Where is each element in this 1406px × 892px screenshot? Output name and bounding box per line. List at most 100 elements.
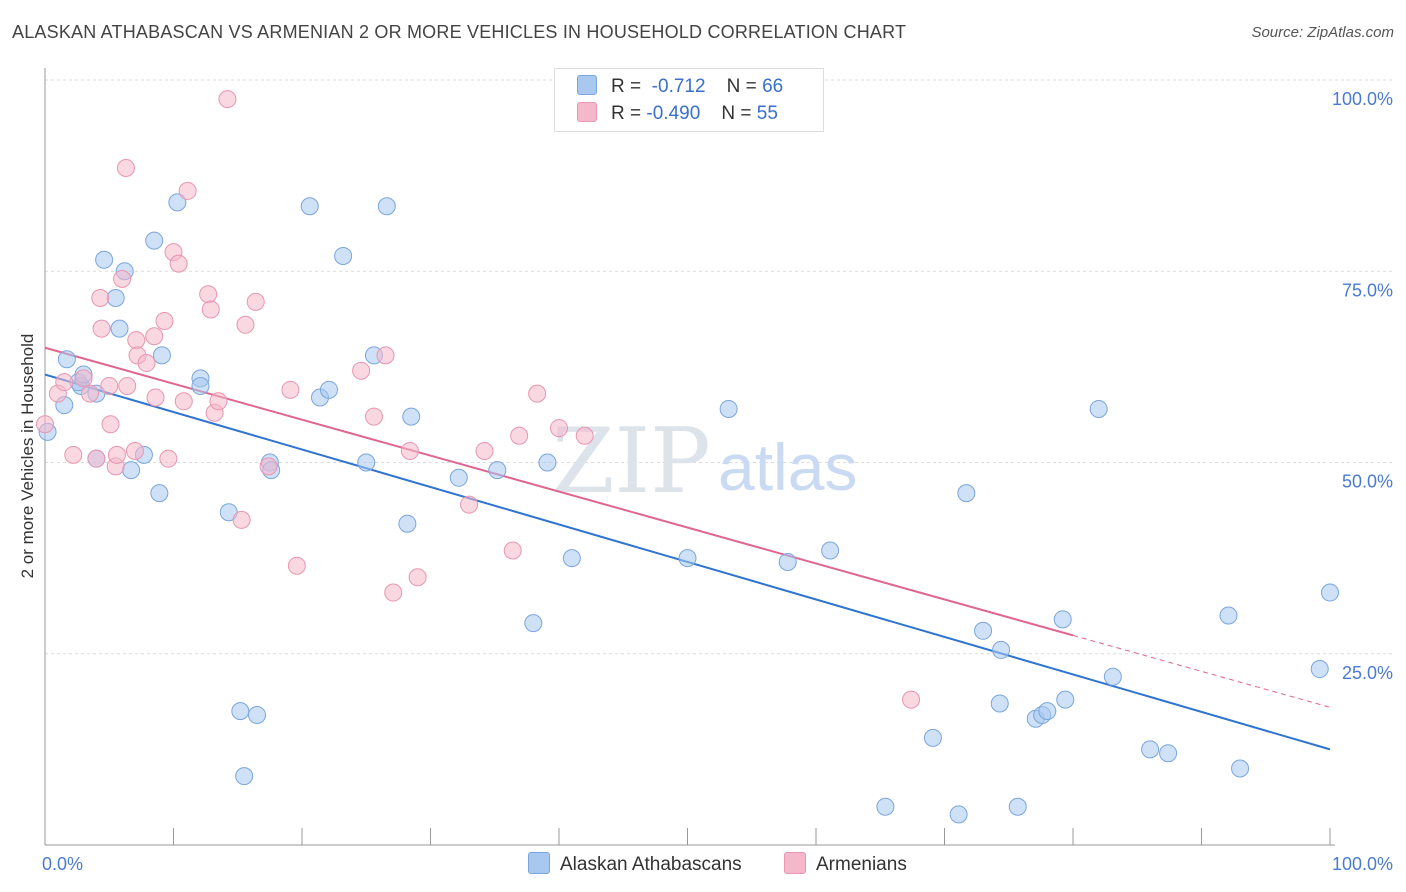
watermark-atlas: atlas <box>718 430 857 504</box>
athabascan-point <box>191 377 210 395</box>
legend-n-value: 55 <box>756 103 778 124</box>
athabascan-point <box>319 380 338 399</box>
armenian-point <box>87 449 106 468</box>
armenian-point <box>92 319 111 338</box>
armenian-point <box>460 495 479 514</box>
armenian-point <box>475 442 494 461</box>
athabascan-point <box>1089 399 1108 418</box>
athabascan-point <box>168 193 187 212</box>
armenian-point <box>408 568 427 587</box>
athabascan-point <box>231 702 250 721</box>
armenian-point <box>113 269 132 288</box>
armenian-point <box>125 442 144 461</box>
legend-r-value: -0.712 <box>651 76 706 97</box>
watermark: ZIP atlas <box>552 409 857 514</box>
armenian-point <box>55 373 74 392</box>
athabascan-point <box>1219 606 1238 625</box>
armenian-point <box>146 388 165 407</box>
athabascan-point <box>923 728 942 747</box>
y-tick-label: 50.0% <box>1342 472 1393 492</box>
legend-n-label: N = <box>721 103 752 124</box>
legend-row-athabascan: R = -0.712 N = 66 <box>577 75 783 101</box>
athabascan-point <box>150 484 169 503</box>
armenian-point <box>36 415 54 434</box>
athabascan-point <box>538 453 557 472</box>
armenian-point <box>169 254 188 273</box>
bottom-legend-label-athabascan: Alaskan Athabascans <box>560 854 742 875</box>
armenian-point <box>101 415 120 434</box>
armenian-point <box>528 384 547 403</box>
athabascan-point <box>821 541 840 560</box>
athabascan-point <box>248 705 267 724</box>
armenian-point <box>232 510 251 529</box>
armenian-point <box>218 90 237 109</box>
athabascan-point <box>974 621 993 640</box>
athabascan-point <box>300 197 319 216</box>
armenian-point <box>364 407 383 426</box>
athabascan-point <box>110 319 129 338</box>
armenian-point <box>127 331 146 350</box>
legend-swatch-armenian <box>577 102 597 122</box>
legend-n-value: 66 <box>762 76 784 97</box>
athabascan-point <box>1310 660 1329 679</box>
tick-labels: 25.0% 50.0% 75.0% 100.0% 0.0% 100.0% <box>42 89 1393 874</box>
athabascan-point <box>398 514 417 533</box>
legend-r-label: R = <box>611 76 642 97</box>
armenian-point <box>352 361 371 380</box>
chart-title: ALASKAN ATHABASCAN VS ARMENIAN 2 OR MORE… <box>12 22 907 42</box>
armenian-point <box>510 426 529 445</box>
armenian-point <box>137 354 156 373</box>
armenian-point <box>384 583 403 602</box>
athabascan-point <box>949 805 968 824</box>
athabascan-point <box>524 614 543 633</box>
athabascan-point <box>876 797 895 816</box>
y-axis-label: 2 or more Vehicles in Household <box>18 334 37 579</box>
athabascan-point <box>122 461 141 480</box>
athabascan-point <box>1159 744 1178 763</box>
bottom-legend-athabascan: Alaskan Athabascans <box>528 852 742 876</box>
athabascan-point <box>1056 690 1075 709</box>
armenian-point <box>118 377 137 395</box>
athabascan-point <box>1231 759 1250 778</box>
watermark-zip: ZIP <box>552 409 711 514</box>
legend-row-armenian: R = -0.490 N = 55 <box>577 102 778 128</box>
athabascan-point <box>235 767 254 786</box>
athabascan-point <box>334 246 353 265</box>
athabascan-point <box>1038 702 1057 721</box>
armenian-point <box>236 315 255 334</box>
armenian-point <box>91 289 110 308</box>
armenian-point <box>107 445 126 464</box>
armenian-point <box>159 449 178 468</box>
correlation-legend: R = -0.712 N = 66 R = -0.490 N = 55 <box>554 68 824 132</box>
x-tick-label: 0.0% <box>42 854 83 874</box>
armenian-point <box>287 556 306 575</box>
axes <box>44 68 1335 846</box>
armenian-point <box>376 346 395 365</box>
y-tick-label: 100.0% <box>1332 89 1393 109</box>
athabascan-point <box>1141 740 1160 759</box>
legend-n-label: N = <box>726 76 757 97</box>
athabascan-point <box>1103 667 1122 686</box>
bottom-legend-armenian: Armenians <box>784 852 907 876</box>
athabascan-point <box>992 640 1011 659</box>
athabascan-point <box>57 350 76 369</box>
data-points <box>36 90 1339 824</box>
armenian-point <box>116 158 135 177</box>
armenian-point <box>259 457 278 476</box>
source-label: Source: ZipAtlas.com <box>1251 24 1394 41</box>
armenian-point <box>246 292 265 311</box>
bottom-legend-swatch-athabascan <box>528 852 550 874</box>
y-tick-label: 75.0% <box>1342 280 1393 300</box>
athabascan-point <box>95 250 114 269</box>
athabascan-point <box>152 346 171 365</box>
athabascan-point <box>562 549 581 568</box>
legend-swatch-athabascan <box>577 75 597 95</box>
athabascan-point <box>488 461 507 480</box>
grid-lines <box>45 79 1393 655</box>
legend-r-value: -0.490 <box>646 103 701 124</box>
athabascan-point <box>990 694 1009 713</box>
bottom-legend-swatch-armenian <box>784 852 806 874</box>
athabascan-point <box>106 289 125 308</box>
athabascan-point <box>357 453 376 472</box>
armenian-point <box>74 369 93 388</box>
